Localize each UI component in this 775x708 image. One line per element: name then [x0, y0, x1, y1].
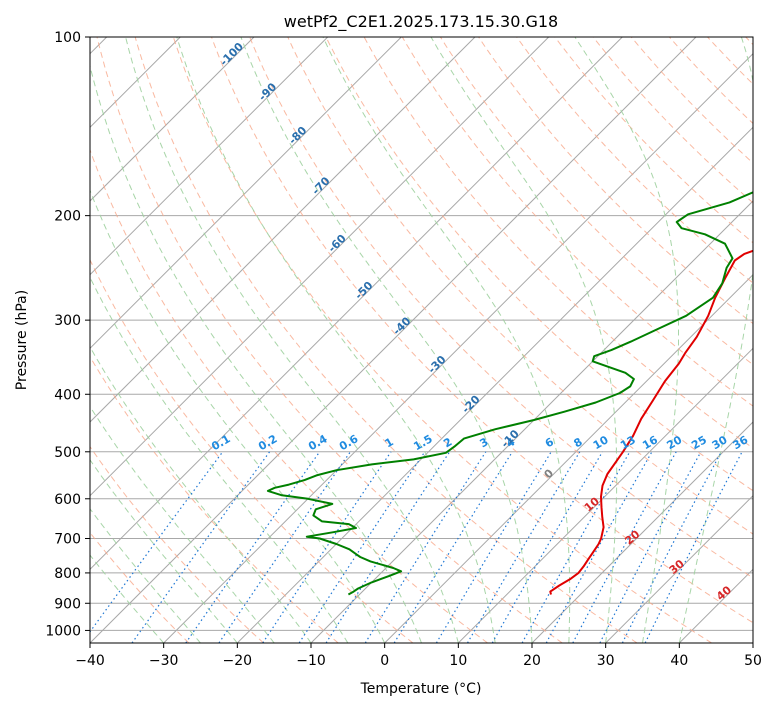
background-lines	[90, 37, 753, 643]
x-tick-label: 20	[523, 653, 541, 669]
moist-adiabat-line	[574, 37, 679, 643]
mixing-ratio-line	[572, 451, 677, 643]
isotherm-line	[236, 126, 753, 643]
x-tick-label: −20	[223, 653, 253, 669]
isotherm-line	[90, 37, 476, 423]
moist-adiabat-line	[90, 345, 312, 643]
dry-adiabat-line	[172, 37, 712, 643]
mixing-ratio-line	[185, 451, 321, 643]
x-tick-label: 10	[449, 653, 467, 669]
moist-adiabat-line	[90, 405, 275, 643]
mixing-ratio-line	[435, 451, 552, 643]
moist-adiabat-line	[90, 276, 349, 643]
isotherm-line	[457, 347, 753, 643]
moist-adiabat-line	[430, 37, 618, 643]
isotherm-line	[605, 494, 753, 643]
moist-adiabat-line	[176, 37, 496, 643]
mixing-ratio-line	[325, 451, 451, 643]
y-tick-label: 1000	[45, 623, 81, 639]
temperature-line	[549, 249, 753, 595]
dry-adiabat-line	[363, 37, 753, 449]
isotherm-line	[90, 37, 329, 276]
dry-adiabat-line	[90, 258, 414, 643]
dry-adiabat-line	[401, 37, 753, 407]
y-tick-label: 900	[54, 596, 81, 612]
x-tick-label: 0	[380, 653, 389, 669]
x-tick-label: −40	[75, 653, 105, 669]
dry-adiabat-line	[439, 37, 753, 366]
dry-adiabat-line	[96, 37, 563, 643]
dry-adiabat-line	[516, 37, 753, 284]
y-tick-label: 500	[54, 445, 81, 461]
plot-frame	[89, 36, 754, 644]
mixing-ratio-line	[262, 451, 392, 643]
y-tick-label: 100	[54, 30, 81, 46]
y-tick-label: 200	[54, 209, 81, 225]
dry-adiabat-line	[325, 37, 753, 492]
isotherm-line	[90, 37, 550, 497]
y-axis-label: Pressure (hPa)	[14, 290, 30, 390]
dry-adiabat-line	[554, 37, 753, 244]
dry-adiabat-line	[211, 37, 753, 624]
x-tick-label: 40	[670, 653, 688, 669]
moist-adiabat-line	[322, 37, 571, 643]
mixing-ratio-line	[466, 451, 581, 643]
dry-adiabat-line	[90, 148, 488, 643]
chart-title: wetPf2_C2E1.2025.173.15.30.G18	[284, 12, 558, 32]
x-axis-label: Temperature (°C)	[360, 681, 482, 697]
y-tick-label: 300	[54, 313, 81, 329]
moist-adiabat-line	[90, 458, 238, 643]
moist-adiabat-line	[90, 189, 386, 643]
moist-adiabat-line	[125, 37, 459, 643]
mixing-ratio-line	[218, 451, 351, 643]
isotherm-line	[90, 37, 623, 571]
isotherm-line	[90, 37, 255, 202]
mixing-ratio-line	[393, 451, 513, 643]
isotherm-line	[90, 37, 402, 350]
x-tick-label: 30	[597, 653, 615, 669]
isotherm-line	[531, 421, 753, 643]
dry-adiabat-line	[287, 37, 753, 535]
y-tick-label: 800	[54, 566, 81, 582]
x-tick-label: −10	[296, 653, 326, 669]
dewpoint-line	[266, 191, 753, 596]
dry-adiabat-line	[134, 37, 638, 643]
x-tick-label: 50	[744, 653, 762, 669]
mixing-ratio-line	[599, 451, 702, 643]
axes: −40 −30 −20 −10 0 10 20 30 40 50 100 200 300 400 500 60…	[45, 30, 762, 669]
moist-adiabat-line	[240, 37, 533, 643]
moist-adiabat-line	[678, 37, 753, 643]
mixing-ratio-line	[364, 451, 487, 643]
y-tick-label: 400	[54, 387, 81, 403]
x-tick-label: −30	[149, 653, 179, 669]
plot-background	[90, 37, 753, 643]
series-layer	[266, 191, 753, 596]
dry-adiabat-line	[630, 37, 753, 164]
dry-adiabat-line	[249, 37, 753, 579]
y-tick-label: 700	[54, 532, 81, 548]
mixing-ratio-line	[298, 451, 426, 643]
isotherm-line	[163, 52, 753, 643]
dry-adiabat-line	[90, 445, 264, 643]
isotherm-line	[384, 273, 753, 643]
moist-adiabat-line	[90, 63, 422, 643]
y-tick-label: 600	[54, 492, 81, 508]
